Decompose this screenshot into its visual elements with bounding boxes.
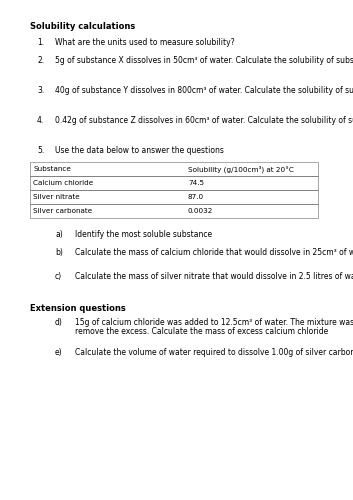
Text: Substance: Substance <box>33 166 71 172</box>
Text: 87.0: 87.0 <box>188 194 204 200</box>
Text: Use the data below to answer the questions: Use the data below to answer the questio… <box>55 146 224 155</box>
Text: 15g of calcium chloride was added to 12.5cm³ of water. The mixture was then filt: 15g of calcium chloride was added to 12.… <box>75 318 353 327</box>
Text: Extension questions: Extension questions <box>30 304 126 313</box>
Bar <box>30 190 318 204</box>
Text: Calculate the mass of calcium chloride that would dissolve in 25cm³ of water: Calculate the mass of calcium chloride t… <box>75 248 353 257</box>
Bar <box>30 162 318 176</box>
Text: 0.42g of substance Z dissolves in 60cm³ of water. Calculate the solubility of su: 0.42g of substance Z dissolves in 60cm³ … <box>55 116 353 125</box>
Text: Silver carbonate: Silver carbonate <box>33 208 92 214</box>
Text: Calculate the mass of silver nitrate that would dissolve in 2.5 litres of water: Calculate the mass of silver nitrate tha… <box>75 272 353 281</box>
Text: 4.: 4. <box>37 116 44 125</box>
Text: Solubility (g/100cm³) at 20°C: Solubility (g/100cm³) at 20°C <box>188 165 294 173</box>
Bar <box>30 204 318 218</box>
Text: a): a) <box>55 230 63 239</box>
Text: Silver nitrate: Silver nitrate <box>33 194 80 200</box>
Text: remove the excess. Calculate the mass of excess calcium chloride: remove the excess. Calculate the mass of… <box>75 327 328 336</box>
Bar <box>30 176 318 190</box>
Text: 5.: 5. <box>37 146 44 155</box>
Text: c): c) <box>55 272 62 281</box>
Text: Solubility calculations: Solubility calculations <box>30 22 135 31</box>
Text: 74.5: 74.5 <box>188 180 204 186</box>
Text: d): d) <box>55 318 63 327</box>
Text: 40g of substance Y dissolves in 800cm³ of water. Calculate the solubility of sub: 40g of substance Y dissolves in 800cm³ o… <box>55 86 353 95</box>
Text: 0.0032: 0.0032 <box>188 208 213 214</box>
Text: b): b) <box>55 248 63 257</box>
Text: Calcium chloride: Calcium chloride <box>33 180 93 186</box>
Text: What are the units used to measure solubility?: What are the units used to measure solub… <box>55 38 235 47</box>
Text: Identify the most soluble substance: Identify the most soluble substance <box>75 230 212 239</box>
Text: 5g of substance X dissolves in 50cm³ of water. Calculate the solubility of subst: 5g of substance X dissolves in 50cm³ of … <box>55 56 353 65</box>
Text: e): e) <box>55 348 62 357</box>
Text: Calculate the volume of water required to dissolve 1.00g of silver carbonate.: Calculate the volume of water required t… <box>75 348 353 357</box>
Text: 1.: 1. <box>37 38 44 47</box>
Text: 2.: 2. <box>37 56 44 65</box>
Text: 3.: 3. <box>37 86 44 95</box>
